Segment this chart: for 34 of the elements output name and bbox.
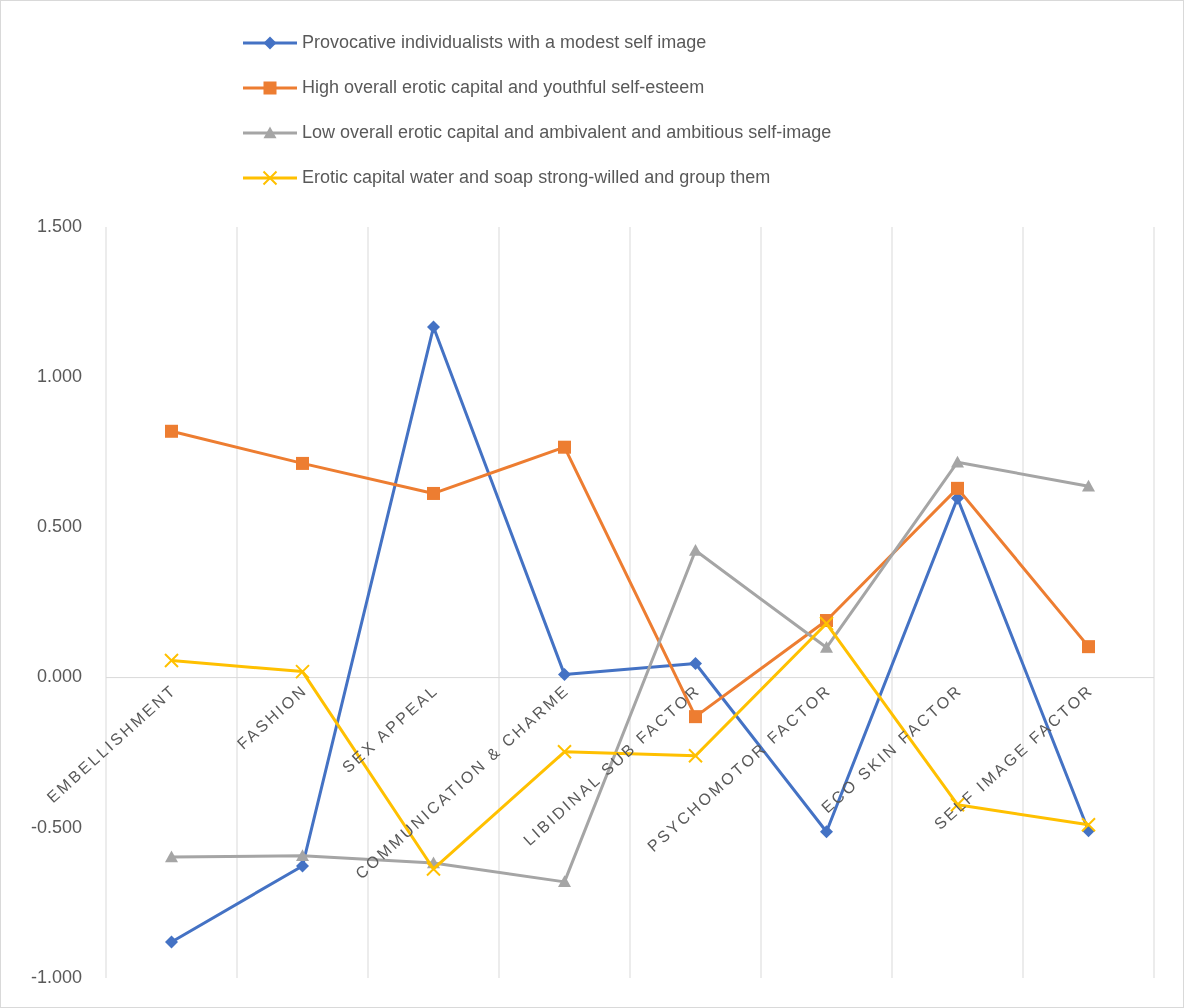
point: [165, 850, 178, 863]
point: [165, 424, 178, 438]
point: [165, 935, 178, 949]
point: [558, 668, 571, 682]
y-tick-label: -0.500: [30, 816, 82, 837]
y-tick-label: 0.000: [36, 666, 82, 687]
point: [295, 664, 310, 680]
point: [296, 849, 309, 861]
point: [689, 656, 702, 670]
point: [558, 440, 571, 454]
point: [1082, 479, 1095, 492]
point: [296, 859, 309, 873]
point: [819, 616, 834, 632]
y-tick-label: 1.000: [36, 365, 82, 386]
point: [296, 456, 309, 470]
point: [820, 641, 833, 653]
point: [558, 875, 571, 888]
legend-label: Low overall erotic capital and ambivalent and ambitious self-image: [302, 121, 832, 142]
point: [1082, 640, 1095, 654]
y-tick-label: -1.000: [30, 966, 82, 987]
point: [557, 744, 572, 760]
y-tick-label: 1.500: [36, 215, 82, 236]
point: [1081, 817, 1096, 833]
legend-label: Erotic capital water and soap strong-willed and group them: [302, 166, 771, 187]
y-tick-label: 0.500: [36, 516, 82, 537]
point: [427, 486, 440, 500]
point: [689, 544, 702, 556]
point: [427, 320, 440, 334]
point: [820, 825, 833, 839]
point: [164, 652, 179, 668]
legend-label: Provocative individualists with a modest self image: [302, 31, 707, 52]
point: [951, 481, 964, 495]
legend-label: High overall erotic capital and youthful self-esteem: [302, 76, 705, 97]
point: [951, 455, 964, 468]
